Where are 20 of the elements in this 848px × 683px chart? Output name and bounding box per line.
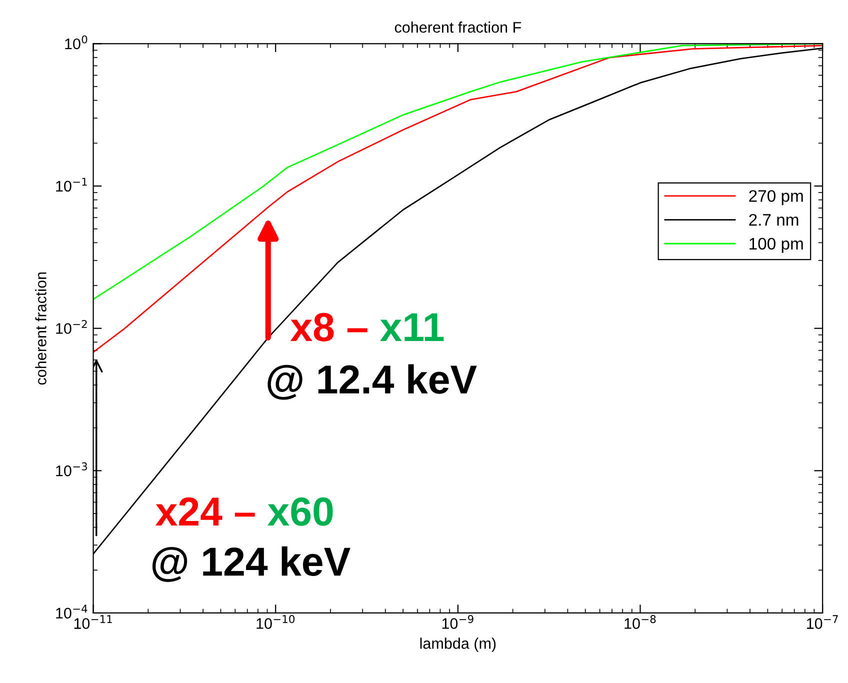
legend-label: 2.7 nm [749,214,798,226]
legend-label: 100 pm [750,238,803,253]
annotation: x8 – [290,312,368,342]
x-axis-title: lambda (m) [420,638,496,652]
annotation: @ 12.4 keV [268,364,477,400]
x-tick-label: 10$^{−8}$ [624,615,656,629]
annotation: x11 [380,313,444,342]
legend-label: 270 pm [749,190,803,206]
x-tick-label: 10$^{−7}$ [806,615,838,629]
annotation: x60 [268,497,333,526]
x-tick-label: 10$^{−10}$ [256,615,295,629]
annotation: x24 – [156,497,255,526]
annotation: @ 124 keV [152,546,350,582]
y-axis-title: coherent fraction [35,272,46,385]
y-tick-label: 10$^{−3}$ [56,462,88,476]
y-tick-label: 10$^{0}$ [65,35,88,50]
y-tick-label: 10$^{−2}$ [56,320,87,334]
y-tick-label: 10$^{−1}$ [56,178,87,192]
chart-title: coherent fraction F [394,22,521,33]
x-tick-label: 10$^{−9}$ [442,615,474,629]
